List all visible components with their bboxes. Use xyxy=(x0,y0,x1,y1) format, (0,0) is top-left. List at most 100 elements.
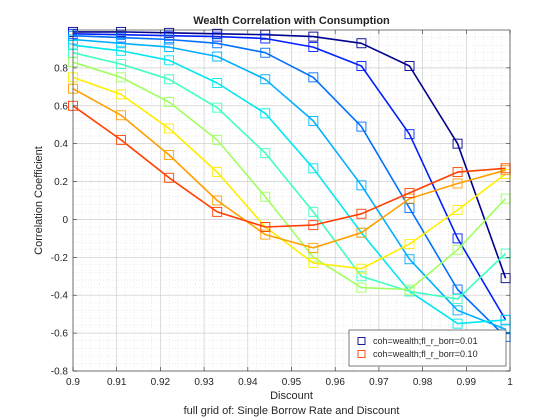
series-line xyxy=(72,76,507,270)
data-point xyxy=(308,72,319,83)
legend: coh=wealth;fl_r_borr=0.01 coh=wealth;fl_r… xyxy=(348,329,507,367)
data-point xyxy=(116,32,127,43)
data-point xyxy=(164,34,175,45)
data-point xyxy=(116,134,127,145)
data-point xyxy=(452,305,463,316)
data-point xyxy=(356,61,367,71)
data-point xyxy=(260,74,271,85)
data-point xyxy=(164,172,175,183)
data-point xyxy=(356,180,367,191)
series-line xyxy=(72,87,506,249)
data-point xyxy=(404,203,415,214)
data-point xyxy=(212,38,223,49)
legend-box xyxy=(348,329,507,367)
data-point xyxy=(452,318,463,329)
series-10 xyxy=(68,100,511,232)
data-point xyxy=(452,284,463,295)
data-point xyxy=(308,220,319,231)
data-point xyxy=(260,108,271,119)
y-tick-label: 0.8 xyxy=(54,63,68,74)
data-point xyxy=(116,45,127,56)
data-point xyxy=(164,55,175,66)
data-point xyxy=(356,271,367,282)
data-point xyxy=(404,284,415,295)
y-tick-label: 0.4 xyxy=(54,139,68,150)
series-line xyxy=(72,34,507,338)
series-4 xyxy=(68,34,511,335)
data-point xyxy=(308,163,319,174)
data-point xyxy=(452,233,463,244)
data-point xyxy=(404,61,415,71)
data-point xyxy=(356,227,367,238)
x-tick-label: 0.96 xyxy=(325,377,345,388)
series-line xyxy=(72,105,506,228)
series-line xyxy=(72,44,506,325)
data-point xyxy=(212,134,223,145)
data-point xyxy=(308,31,319,42)
legend-marker xyxy=(357,337,366,345)
data-point xyxy=(452,178,463,189)
data-point xyxy=(212,78,223,88)
data-point xyxy=(404,193,415,204)
x-tick-label: 0.9 xyxy=(66,377,80,388)
y-tick-label: -0.4 xyxy=(51,291,69,302)
y-tick-label: 0 xyxy=(62,215,68,226)
x-tick-label: 0.95 xyxy=(282,377,302,388)
series-line xyxy=(72,33,507,321)
data-point xyxy=(452,294,463,304)
x-axis-label: Discount xyxy=(270,390,313,402)
data-point xyxy=(260,229,271,240)
data-point xyxy=(308,258,319,268)
data-point xyxy=(452,138,463,149)
x-tick-label: 0.93 xyxy=(194,377,214,388)
y-tick-label: 0.6 xyxy=(54,101,68,112)
data-point xyxy=(260,222,271,232)
y-tick-label: -0.2 xyxy=(51,253,69,264)
data-point xyxy=(356,121,367,132)
data-point xyxy=(212,31,223,42)
data-point xyxy=(404,254,415,265)
x-tick-label: 0.99 xyxy=(457,377,477,388)
data-point xyxy=(212,195,223,206)
data-point xyxy=(356,282,367,293)
series-line xyxy=(73,31,507,279)
data-point xyxy=(308,252,319,263)
y-tick-label: -0.6 xyxy=(51,329,69,340)
data-point xyxy=(164,123,175,134)
data-point xyxy=(116,59,127,70)
data-point xyxy=(260,191,271,202)
data-point xyxy=(308,242,319,253)
data-point xyxy=(260,47,271,58)
data-point xyxy=(116,38,127,49)
data-point xyxy=(452,205,463,215)
data-point xyxy=(404,129,415,140)
data-point xyxy=(212,102,223,113)
data-point xyxy=(212,206,223,217)
data-point xyxy=(260,33,271,44)
y-tick-label: -0.8 xyxy=(51,367,69,378)
series-layer xyxy=(68,26,511,342)
series-line xyxy=(72,51,507,300)
x-tick-label: 0.94 xyxy=(238,377,258,388)
data-point xyxy=(212,51,223,62)
data-point xyxy=(308,206,319,217)
data-point xyxy=(356,263,367,274)
data-point xyxy=(308,42,319,52)
x-tick-label: 1 xyxy=(507,377,513,388)
data-point xyxy=(404,187,415,198)
data-point xyxy=(452,244,463,255)
y-axis-label: Correlation Coefficient xyxy=(33,146,45,255)
data-point xyxy=(452,167,463,178)
data-point xyxy=(116,89,127,100)
data-point xyxy=(164,97,175,107)
data-point xyxy=(260,148,271,159)
x-tick-label: 0.91 xyxy=(107,377,127,388)
data-point xyxy=(164,150,175,160)
data-point xyxy=(164,42,175,52)
chart-title: Wealth Correlation with Consumption xyxy=(193,15,390,27)
x-tick-label: 0.98 xyxy=(413,377,433,388)
data-point xyxy=(356,208,367,219)
axis-ticks: 0.9 0.91 0.92 0.93 0.94 0.95 0.96 0.97 0.98 0.99 1… xyxy=(51,30,513,388)
series-line xyxy=(72,38,506,331)
x-tick-label: 0.92 xyxy=(151,377,171,388)
